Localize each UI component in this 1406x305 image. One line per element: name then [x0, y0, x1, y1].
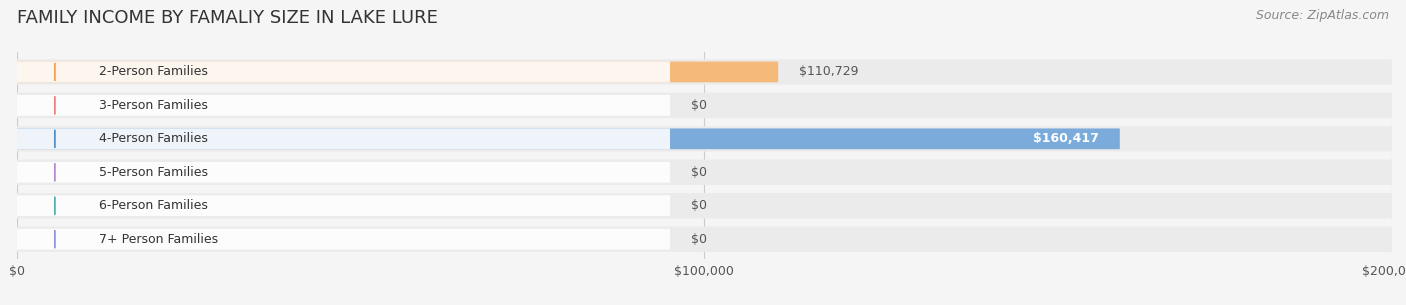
FancyBboxPatch shape — [17, 128, 1119, 149]
Text: Source: ZipAtlas.com: Source: ZipAtlas.com — [1256, 9, 1389, 22]
Text: 3-Person Families: 3-Person Families — [100, 99, 208, 112]
Text: 2-Person Families: 2-Person Families — [100, 65, 208, 78]
FancyBboxPatch shape — [17, 196, 671, 216]
Text: $0: $0 — [690, 99, 707, 112]
FancyBboxPatch shape — [17, 162, 671, 183]
FancyBboxPatch shape — [17, 59, 1392, 84]
Text: $160,417: $160,417 — [1033, 132, 1099, 145]
FancyBboxPatch shape — [17, 62, 671, 82]
Text: FAMILY INCOME BY FAMALIY SIZE IN LAKE LURE: FAMILY INCOME BY FAMALIY SIZE IN LAKE LU… — [17, 9, 437, 27]
Text: 4-Person Families: 4-Person Families — [100, 132, 208, 145]
FancyBboxPatch shape — [17, 93, 1392, 118]
Text: $0: $0 — [690, 199, 707, 212]
FancyBboxPatch shape — [17, 95, 671, 116]
FancyBboxPatch shape — [17, 193, 1392, 218]
Text: $0: $0 — [690, 233, 707, 246]
FancyBboxPatch shape — [17, 62, 778, 82]
FancyBboxPatch shape — [17, 126, 1392, 152]
FancyBboxPatch shape — [17, 160, 1392, 185]
FancyBboxPatch shape — [17, 128, 671, 149]
Text: $110,729: $110,729 — [799, 65, 858, 78]
Text: 5-Person Families: 5-Person Families — [100, 166, 208, 179]
Text: 6-Person Families: 6-Person Families — [100, 199, 208, 212]
Text: 7+ Person Families: 7+ Person Families — [100, 233, 218, 246]
FancyBboxPatch shape — [17, 229, 671, 249]
FancyBboxPatch shape — [17, 227, 1392, 252]
Text: $0: $0 — [690, 166, 707, 179]
